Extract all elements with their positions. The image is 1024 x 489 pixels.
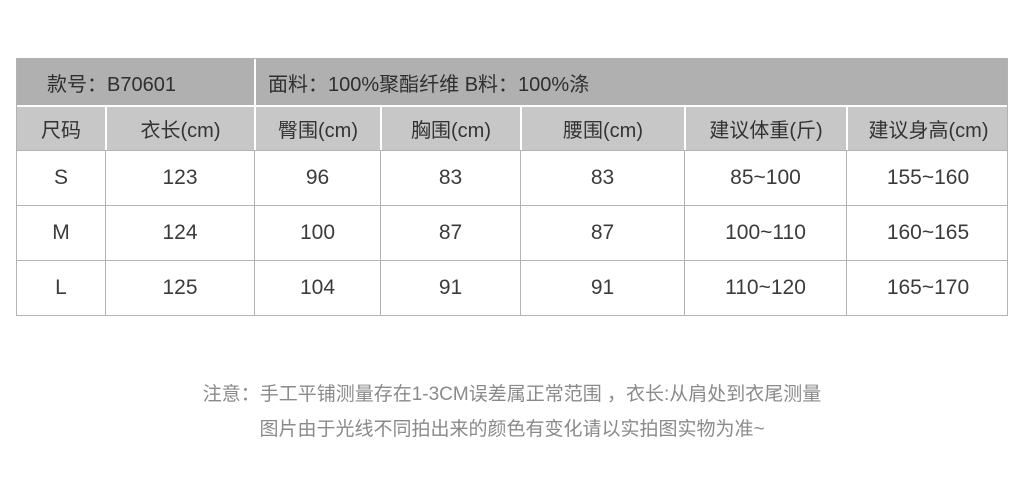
table-cell: 83 [380,151,520,205]
fabric-info: 面料：100%聚酯纤维 B料：100%涤 [254,59,1007,105]
column-header-waist: 腰围(cm) [520,107,684,150]
size-row-l: L 125 104 91 91 110~120 165~170 [17,260,1007,315]
table-cell: 125 [105,261,254,315]
notes: 注意：手工平铺测量存在1-3CM误差属正常范围 ，衣长:从肩处到衣尾测量 图片由… [0,377,1024,447]
table-cell: 155~160 [846,151,1009,205]
table-cell: 87 [380,206,520,260]
size-chart-table: 款号：B70601 面料：100%聚酯纤维 B料：100%涤 尺码 衣长(cm)… [16,58,1008,316]
note-line-1: 注意：手工平铺测量存在1-3CM误差属正常范围 ，衣长:从肩处到衣尾测量 [202,384,822,405]
column-header-bust: 胸围(cm) [380,107,520,150]
column-header-garment-length: 衣长(cm) [105,107,254,150]
column-header-suggested-weight: 建议体重(斤) [684,107,846,150]
column-header-size: 尺码 [41,120,81,142]
table-cell: 124 [105,206,254,260]
table-cell: 123 [105,151,254,205]
table-cell: S [53,166,68,189]
table-cell: L [55,276,67,299]
table-cell: 91 [380,261,520,315]
table-cell: 87 [520,206,684,260]
table-cell: 100 [254,206,380,260]
info-row: 款号：B70601 面料：100%聚酯纤维 B料：100%涤 [17,59,1007,105]
table-cell: 91 [520,261,684,315]
table-cell: 100~110 [684,206,846,260]
table-cell: 165~170 [846,261,1009,315]
table-cell: 96 [254,151,380,205]
table-cell: 104 [254,261,380,315]
header-row: 尺码 衣长(cm) 臀围(cm) 胸围(cm) 腰围(cm) 建议体重(斤) 建… [17,105,1007,150]
size-row-s: S 123 96 83 83 85~100 155~160 [17,150,1007,205]
table-cell: 160~165 [846,206,1009,260]
model-number: 款号：B70601 [47,73,176,96]
column-header-suggested-height: 建议身高(cm) [846,107,1009,150]
note-line-2: 图片由于光线不同拍出来的颜色有变化请以实拍图实物为准~ [259,419,765,440]
table-cell: 85~100 [684,151,846,205]
column-header-hip: 臀围(cm) [254,107,380,150]
size-row-m: M 124 100 87 87 100~110 160~165 [17,205,1007,260]
table-cell: 110~120 [684,261,846,315]
table-cell: M [52,221,70,244]
table-cell: 83 [520,151,684,205]
